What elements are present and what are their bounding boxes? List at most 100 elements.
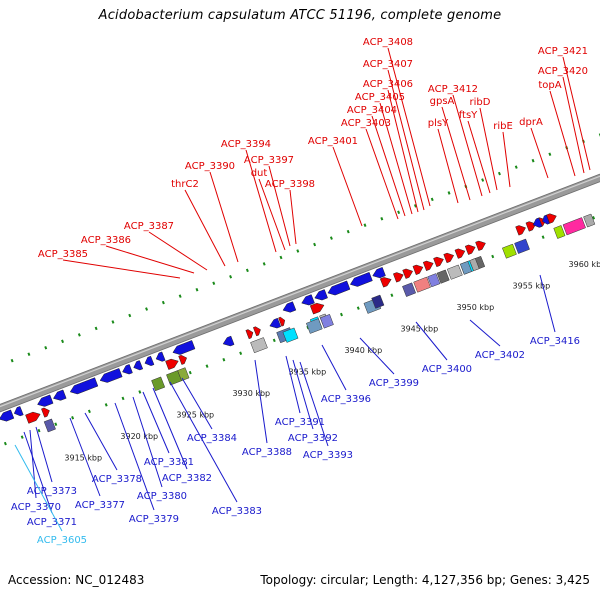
reverse-gene-label: ACP_3402 <box>475 350 525 361</box>
leader-line <box>539 274 556 333</box>
reverse-gene-arrow <box>155 351 166 362</box>
forward-gene-arrow <box>402 268 414 279</box>
leader-line <box>387 47 431 207</box>
leader-line <box>132 396 163 488</box>
gene-category-box <box>250 337 268 354</box>
reverse-gene-arrow <box>349 271 373 287</box>
forward-gene-arrow <box>392 272 404 283</box>
reverse-gene-label: ACP_3416 <box>530 336 580 347</box>
reverse-gene-arrow <box>372 266 386 279</box>
forward-gene-arrow <box>379 277 392 288</box>
backbone-highlight <box>0 175 600 408</box>
reverse-gene-arrow <box>13 406 24 417</box>
leader-line <box>209 171 239 263</box>
leader-line <box>289 189 297 245</box>
forward-gene-label: ACP_3404 <box>347 105 397 116</box>
leader-line <box>321 344 347 391</box>
forward-gene-label: ACP_3398 <box>265 179 315 190</box>
scale-label: 3930 kbp <box>232 389 270 398</box>
leader-line <box>441 106 471 201</box>
leader-line <box>292 359 314 430</box>
gene-category-box <box>562 217 586 236</box>
leader-line <box>452 94 483 197</box>
leader-line <box>365 128 399 220</box>
reverse-gene-label: ACP_3370 <box>11 502 61 513</box>
reverse-gene-label: ACP_3380 <box>137 491 187 502</box>
gene-category-box <box>583 213 596 228</box>
reverse-gene-label: ACP_3388 <box>242 447 292 458</box>
leader-line <box>530 127 549 179</box>
reverse-gene-label: ACP_3384 <box>187 433 237 444</box>
scale-label: 3955 kbp <box>513 282 551 291</box>
gene-category-box <box>501 243 517 259</box>
scale-label: 3945 kbp <box>400 325 438 334</box>
forward-gene-label: ACP_3406 <box>363 79 413 90</box>
reverse-gene-arrow <box>53 389 67 401</box>
scale-label: 3925 kbp <box>176 411 214 420</box>
scale-label: 3915 kbp <box>64 454 102 463</box>
forward-gene-label: ACP_3401 <box>308 136 358 147</box>
leader-line <box>62 259 181 279</box>
leader-line <box>105 245 195 274</box>
forward-gene-label: ACP_3405 <box>355 92 405 103</box>
gene-category-box <box>177 367 190 382</box>
gene-category-box <box>319 313 334 329</box>
leader-line <box>359 337 395 375</box>
scale-label: 3950 kbp <box>457 303 495 312</box>
leader-line <box>387 69 425 211</box>
forward-gene-arrow <box>433 256 444 268</box>
forward-gene-label: plsY <box>428 118 449 129</box>
forward-gene-label: gpsA <box>430 96 455 107</box>
leader-line <box>469 319 501 347</box>
reverse-gene-label: ACP_3382 <box>162 473 212 484</box>
reverse-gene-arrow <box>542 214 550 225</box>
leader-line <box>152 387 188 470</box>
forward-gene-label: ACP_3420 <box>538 66 588 77</box>
reverse-gene-arrow <box>133 360 144 371</box>
reverse-gene-label: ACP_3377 <box>75 500 125 511</box>
forward-gene-arrow <box>245 329 254 340</box>
reverse-gene-label: ACP_3399 <box>369 378 419 389</box>
scale-label: 3935 kbp <box>288 368 326 377</box>
forward-gene-label: thrC2 <box>171 179 199 190</box>
reverse-gene-arrow <box>37 394 54 407</box>
forward-gene-arrow <box>252 326 261 337</box>
gene-category-box <box>402 282 417 297</box>
forward-gene-arrow <box>454 248 466 259</box>
leader-line <box>254 359 268 444</box>
reverse-gene-label: ACP_3373 <box>27 486 77 497</box>
map-title: Acidobacterium capsulatum ATCC 51196, co… <box>98 8 502 23</box>
leader-line <box>285 355 301 414</box>
reverse-gene-label: ACP_3391 <box>275 417 325 428</box>
gene-category-box <box>43 418 56 433</box>
leader-line <box>114 402 155 511</box>
forward-gene-arrow <box>412 264 424 276</box>
topology-text: Topology: circular; Length: 4,127,356 bp… <box>260 573 590 587</box>
forward-gene-label: ACP_3408 <box>363 37 413 48</box>
leader-line <box>371 115 406 217</box>
reverse-gene-label: ACP_3371 <box>27 517 77 528</box>
reverse-gene-arrow <box>301 294 315 306</box>
leader-line <box>148 231 208 271</box>
accession-text: Accession: NC_012483 <box>8 573 145 587</box>
leader-line <box>562 76 585 174</box>
forward-gene-label: ribD <box>470 97 491 108</box>
reverse-gene-arrow <box>144 355 155 366</box>
reverse-gene-arrow <box>222 335 235 347</box>
leader-line <box>23 431 53 514</box>
reverse-gene-arrow <box>69 377 99 395</box>
reverse-gene-arrow <box>532 217 543 228</box>
reverse-gene-label: ACP_3393 <box>303 450 353 461</box>
reverse-gene-label: ACP_3383 <box>212 506 262 517</box>
leader-line <box>268 165 291 247</box>
gene-category-box <box>305 318 323 334</box>
leader-line <box>387 89 419 213</box>
reverse-gene-arrow <box>0 409 15 422</box>
gene-category-box <box>469 258 480 272</box>
forward-gene-label: ribE <box>493 121 513 132</box>
scale-label: 3940 kbp <box>344 346 382 355</box>
forward-gene-arrow <box>178 354 188 365</box>
forward-gene-arrow <box>464 244 476 255</box>
forward-gene-label: ACP_3394 <box>221 139 271 150</box>
